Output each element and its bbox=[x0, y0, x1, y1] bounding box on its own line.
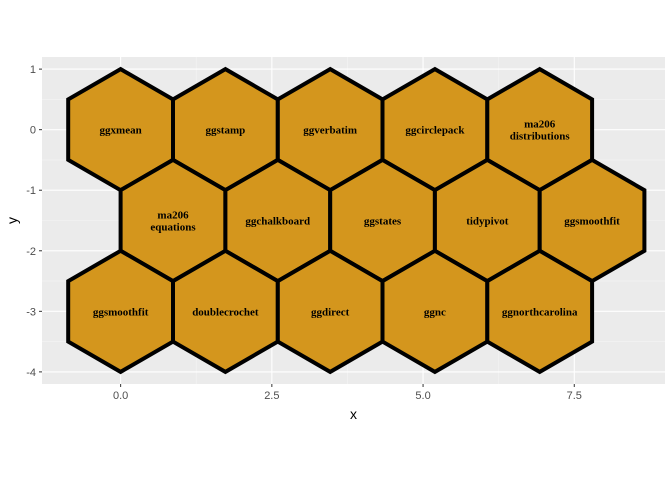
hexagon-label: doublecrochet bbox=[192, 306, 259, 318]
hexagon-layer: ggxmean ggstamp ggverbatim ggcirclepack ma20… bbox=[66, 66, 647, 375]
hexagon-label: ggverbatim bbox=[303, 125, 357, 137]
hexagon-label: ggstates bbox=[364, 216, 402, 228]
y-tick-label: 0 bbox=[30, 125, 36, 137]
hexagon-label: ggnc bbox=[424, 306, 446, 318]
y-tick-label: -1 bbox=[26, 185, 36, 197]
hexagon-label: ggsmoothfit bbox=[93, 306, 149, 318]
y-tick-label: 1 bbox=[30, 64, 36, 76]
hexagon-label: ggdirect bbox=[311, 306, 350, 318]
hexagon bbox=[485, 248, 595, 375]
x-tick-label: 7.5 bbox=[567, 390, 582, 402]
y-tick-label: -4 bbox=[26, 367, 36, 379]
y-axis-title: y bbox=[4, 217, 20, 224]
hexagon-label: ggstamp bbox=[206, 125, 246, 137]
y-axis-ticks: 1 0 -1 -2 -3 -4 bbox=[26, 64, 42, 379]
x-axis-title: x bbox=[350, 406, 357, 422]
hexagon-label: ma206 bbox=[524, 119, 556, 131]
hexagon-label: tidypivot bbox=[466, 216, 509, 228]
hexagon-label: ggnorthcarolina bbox=[502, 306, 578, 318]
hexagon-label: ggxmean bbox=[100, 125, 142, 137]
y-tick-label: -3 bbox=[26, 306, 36, 318]
hexagon-label: ma206 bbox=[157, 210, 189, 222]
x-axis-ticks: 0.0 2.5 5.0 7.5 bbox=[113, 384, 582, 402]
x-tick-label: 5.0 bbox=[415, 390, 430, 402]
hexagon-label: equations bbox=[150, 222, 196, 234]
hexagon-label: ggcirclepack bbox=[405, 125, 465, 137]
x-tick-label: 2.5 bbox=[264, 390, 279, 402]
hexagon-label: distributions bbox=[510, 131, 571, 143]
x-tick-label: 0.0 bbox=[113, 390, 128, 402]
hexagon-label: ggsmoothfit bbox=[564, 216, 620, 228]
y-tick-label: -2 bbox=[26, 246, 36, 258]
hexagon-label: ggchalkboard bbox=[245, 216, 310, 228]
